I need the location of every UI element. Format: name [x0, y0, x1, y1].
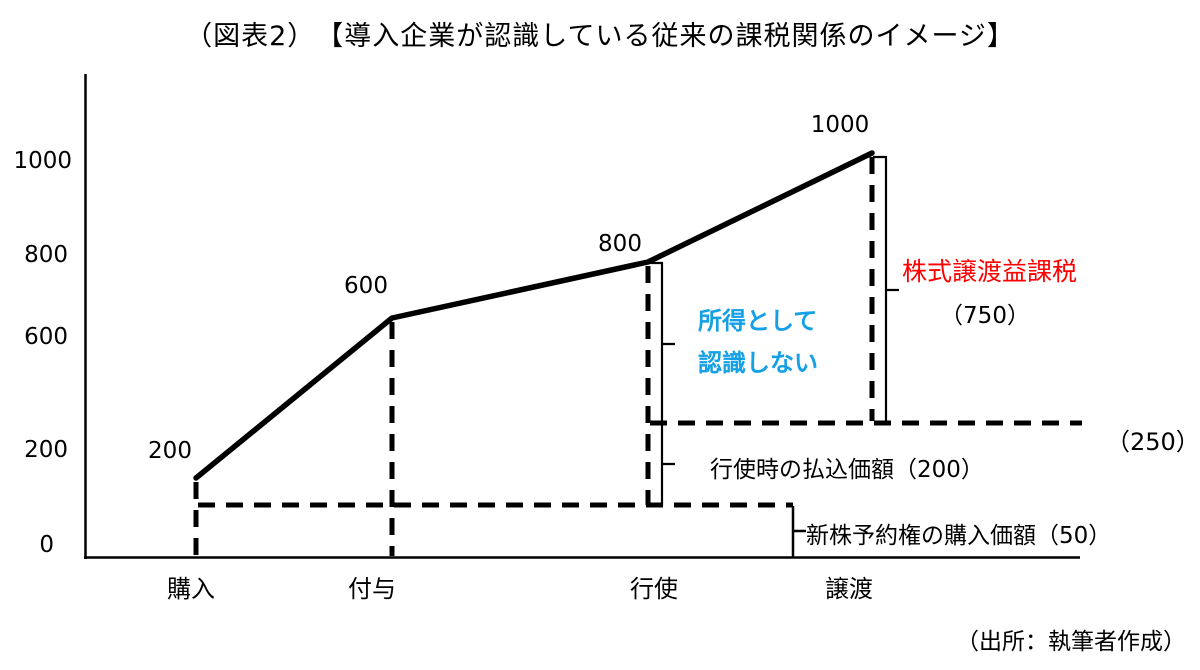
price-line: [193, 150, 875, 481]
point-label-grant: 600: [344, 273, 388, 299]
annotation-capital-gains-value: （750）: [940, 303, 1030, 329]
figure-title: （図表2） 【導入企業が認識している従来の課税関係のイメージ】: [185, 21, 1015, 52]
point-label-exercise: 800: [598, 231, 642, 257]
source-note: （出所：執筆者作成）: [956, 629, 1186, 655]
y-tick-800: 800: [24, 242, 68, 268]
y-tick-0: 0: [39, 532, 54, 558]
annotation-exercise-payment: 行使時の払込価額（200）: [710, 457, 984, 483]
bracket-exercise-column: [649, 261, 675, 507]
y-tick-200: 200: [24, 437, 68, 463]
bracket-capital-gains: [873, 155, 899, 424]
point-label-transfer: 1000: [810, 112, 870, 138]
y-tick-1000: 1000: [13, 148, 72, 174]
annotation-income-line2: 認識しない: [698, 349, 818, 377]
y-tick-600: 600: [24, 324, 68, 350]
x-label-transfer: 譲渡: [825, 575, 873, 603]
annotation-residual-250: （250）: [1106, 428, 1200, 456]
point-label-purchase: 200: [148, 438, 192, 464]
bracket-warrant-purchase: [791, 506, 806, 557]
x-label-exercise: 行使: [630, 575, 678, 603]
annotation-warrant-purchase: 新株予約権の購入価額（50）: [806, 523, 1112, 549]
x-label-purchase: 購入: [167, 575, 215, 603]
annotation-income-line1: 所得として: [698, 307, 818, 335]
annotation-capital-gains: 株式譲渡益課税: [902, 257, 1078, 286]
x-label-grant: 付与: [348, 575, 396, 603]
